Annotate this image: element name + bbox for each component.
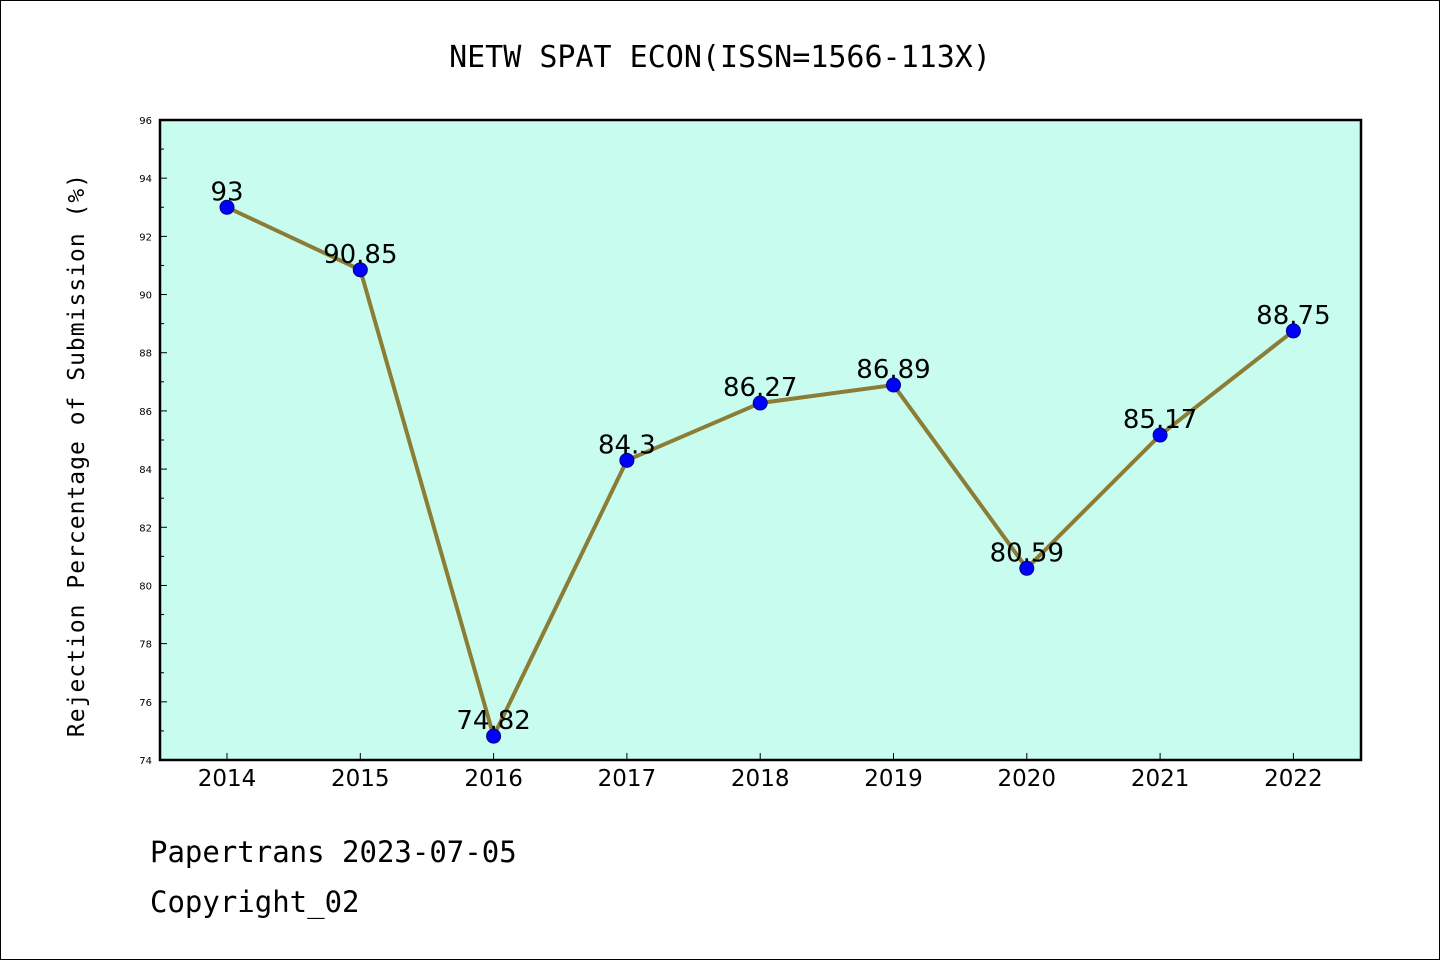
data-label: 74.82 [456, 706, 530, 736]
data-label: 93 [210, 177, 243, 207]
x-tick-label: 2022 [1264, 766, 1323, 792]
y-tick-label: 84 [139, 465, 152, 476]
x-tick-label: 2018 [731, 766, 790, 792]
x-tick-label: 2016 [464, 766, 523, 792]
y-tick-label: 94 [139, 174, 152, 185]
data-point [1285, 323, 1301, 339]
series-line-group [219, 199, 1301, 744]
y-tick-label: 90 [139, 291, 152, 302]
data-label: 88.75 [1256, 301, 1330, 331]
data-label: 86.89 [856, 355, 930, 385]
y-tick-label: 78 [139, 640, 152, 651]
y-axis: 74 76 78 80 82 84 86 88 90 92 94 96 [139, 116, 167, 767]
y-tick-label: 86 [139, 407, 152, 418]
data-label: 90.85 [323, 240, 397, 270]
data-point [886, 377, 901, 393]
y-tick-label: 88 [139, 349, 152, 360]
x-tick-label: 2019 [864, 766, 923, 792]
x-tick-label: 2014 [198, 766, 257, 792]
data-point [352, 262, 368, 278]
y-tick-label: 92 [139, 232, 152, 243]
y-tick-label: 96 [139, 116, 152, 127]
data-label: 86.27 [723, 373, 797, 403]
data-point [486, 728, 502, 744]
x-axis: 2014 2015 2016 2017 2018 2019 2020 2021 2022 [198, 753, 1323, 792]
y-tick-label: 82 [139, 523, 152, 534]
x-tick-label: 2015 [331, 766, 390, 792]
y-tick-label: 76 [139, 698, 152, 709]
x-tick-label: 2020 [998, 766, 1057, 792]
data-point [219, 199, 235, 215]
data-point [1152, 427, 1168, 443]
data-labels-group: 93 90.85 74.82 84.3 86.27 86.89 80.59 85.17 88.7… [210, 177, 1330, 736]
data-point [619, 452, 635, 468]
y-tick-label: 80 [139, 581, 152, 592]
data-label: 80.59 [990, 538, 1064, 568]
data-label: 84.3 [598, 430, 656, 460]
data-point [1019, 560, 1035, 576]
plot-area [158, 118, 1363, 762]
data-label: 85.17 [1123, 405, 1197, 435]
x-tick-label: 2021 [1131, 766, 1190, 792]
y-tick-label: 74 [139, 756, 152, 767]
footer-credit: Papertrans 2023-07-05 [150, 835, 517, 869]
data-point [752, 395, 768, 411]
y-axis-label: Rejection Percentage of Submission (%) [64, 173, 90, 737]
chart-title: NETW SPAT ECON(ISSN=1566-113X) [449, 40, 991, 75]
x-tick-label: 2017 [598, 766, 657, 792]
footer-copyright: Copyright_02 [150, 885, 360, 919]
